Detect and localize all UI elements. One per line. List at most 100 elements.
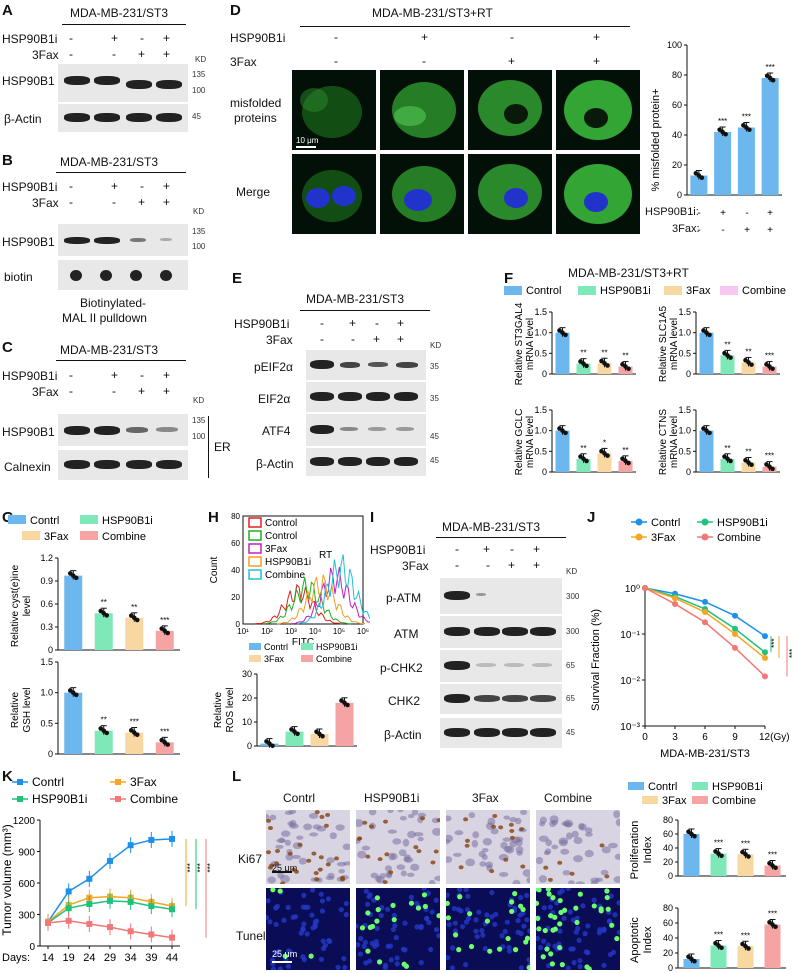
f-bar	[699, 430, 714, 472]
h-ytick: 40	[231, 566, 240, 575]
l-legend-label: 3Fax	[662, 795, 687, 807]
tunel-nucleus	[518, 894, 524, 901]
ihc-ki67-positive	[313, 871, 319, 876]
ihc-nucleus	[386, 873, 393, 879]
ihc-nucleus	[526, 876, 530, 884]
tunel-positive	[574, 919, 580, 926]
tunel-nucleus	[449, 965, 456, 970]
tunel-positive	[456, 947, 462, 953]
g1-bar	[64, 575, 83, 650]
g-legend-label: HSP90B1i	[102, 515, 153, 527]
l2-sig: ***	[768, 910, 777, 919]
f-ytick-label: 0.5	[678, 348, 691, 358]
ihc-nucleus	[505, 845, 515, 854]
tunel-nucleus	[393, 935, 399, 941]
ihc-nucleus	[379, 873, 387, 879]
f-ytick-label: 1.5	[534, 405, 547, 415]
tunel-nucleus	[591, 897, 597, 903]
j-sig: ***	[788, 649, 797, 658]
k-xtick-label: 14	[42, 952, 54, 964]
ihc-nucleus	[338, 868, 346, 874]
k-legend-marker	[115, 779, 121, 785]
d-sig: ***	[718, 117, 727, 126]
tunel-positive	[390, 902, 396, 909]
ihc-ki67-positive	[362, 820, 368, 825]
d-ytick-label: 40	[672, 130, 682, 140]
tunel-positive	[609, 922, 615, 928]
k-ytick-label: 600	[18, 879, 35, 890]
tunel-nucleus	[446, 954, 451, 961]
h-legend-swatch	[248, 530, 262, 541]
panel-e-title: MDA-MB-231/ST3	[306, 292, 405, 306]
ihc-nucleus	[509, 817, 517, 823]
f-dot	[584, 458, 589, 464]
tunel-positive	[548, 913, 554, 919]
tunel-nucleus	[309, 888, 316, 893]
panel-b-title: MDA-MB-231/ST3	[60, 155, 159, 169]
h-xlabel: FITC	[292, 637, 314, 648]
d-ytick-label: 80	[672, 70, 682, 80]
ihc-nucleus	[573, 855, 583, 863]
ihc-nucleus	[446, 856, 453, 863]
tunel-positive	[586, 966, 592, 970]
tunel-nucleus	[458, 908, 464, 914]
panel-e-blot-atf4	[306, 414, 426, 446]
l1-sig: ***	[741, 839, 750, 848]
ihc-nucleus	[585, 832, 593, 837]
tunel-positive	[605, 906, 611, 912]
g1-ytick-label: 0.6	[40, 599, 53, 609]
ihc-nucleus	[468, 812, 476, 819]
ihc-ki67-positive	[356, 836, 362, 841]
l2-dot	[692, 958, 697, 964]
h-ylabel2: Relative	[213, 692, 224, 729]
g1-ytick-label: 1.2	[40, 553, 53, 563]
h-legend2-label: HSP90B1i	[316, 642, 358, 652]
tunel-positive	[509, 899, 515, 905]
f-dot	[707, 430, 712, 436]
ihc-nucleus	[446, 815, 452, 822]
j-point	[732, 612, 738, 619]
tunel-positive	[446, 915, 451, 921]
ihc-nucleus	[357, 850, 367, 859]
micrograph-misfolded-3	[468, 70, 552, 150]
g-ylabel: GSH level	[22, 687, 33, 732]
ihc-nucleus	[584, 849, 594, 858]
panel-i-blot-chk2	[440, 684, 562, 714]
ihc-nucleus	[516, 839, 523, 847]
panel-h-chart: 0 20 40 60 80 10¹ 10² 10³ 10⁴ 10⁵ 10⁶ Count FITC Cont…	[209, 512, 370, 751]
ihc-nucleus	[413, 832, 424, 837]
d-ytick-label: 20	[672, 160, 682, 170]
tunel-nucleus	[521, 923, 527, 929]
ihc-ki67-positive	[413, 845, 419, 850]
tunel-nucleus	[567, 909, 573, 915]
ihc-ki67-positive	[420, 816, 426, 821]
g2-sig: ***	[130, 718, 139, 727]
tunel-positive	[536, 915, 541, 922]
ihc-nucleus	[520, 810, 528, 815]
f-sig: *	[603, 438, 606, 447]
k-legend-label: 3Fax	[130, 775, 157, 789]
tunel-nucleus	[582, 931, 588, 937]
d-ytick-label: 0	[677, 190, 682, 200]
f-bar	[597, 453, 612, 472]
tunel-nucleus	[452, 920, 458, 926]
tunel-nucleus	[606, 918, 613, 924]
f-ylabel: mRNA level	[669, 416, 680, 468]
ihc-nucleus	[512, 879, 521, 884]
tunel-positive	[549, 961, 555, 967]
h2-bar	[335, 702, 354, 746]
ihc-nucleus	[287, 821, 295, 826]
panel-a-row-hsp: HSP90B1	[2, 74, 55, 88]
ihc-nucleus	[361, 845, 371, 851]
tunel-nucleus	[612, 912, 618, 918]
tunel-positive	[526, 964, 530, 970]
ihc-nucleus	[432, 827, 440, 836]
tunel-nucleus	[451, 905, 457, 912]
panel-b-blot-biotin	[58, 260, 188, 290]
tunel-positive	[391, 917, 397, 923]
g2-dot	[73, 692, 79, 698]
ihc-nucleus	[452, 852, 462, 857]
tunel-nucleus	[446, 892, 450, 898]
h-xtick: 10⁶	[357, 627, 369, 636]
f-ylabel: mRNA level	[525, 318, 536, 370]
